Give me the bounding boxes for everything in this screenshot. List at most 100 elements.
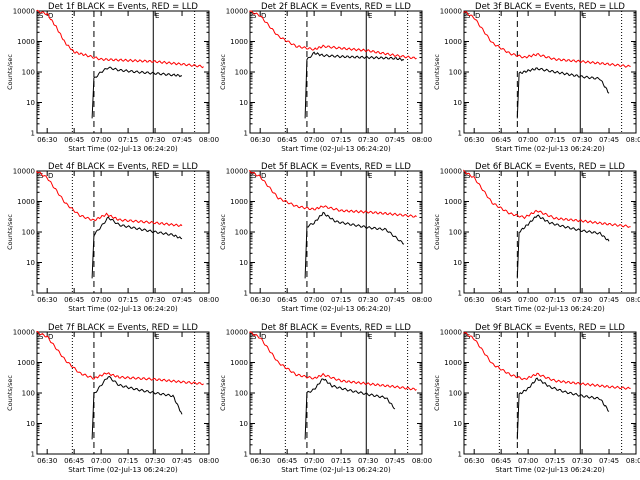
y-tick-label: 1000 (230, 38, 248, 46)
y-tick-label: 100 (22, 229, 35, 237)
x-tick-label: 06:30 (37, 457, 57, 465)
y-tick-label: 1000 (444, 359, 462, 367)
event-marker-s: S (466, 172, 471, 180)
event-marker-e: E (368, 172, 372, 180)
x-tick-label: 07:45 (385, 296, 405, 304)
y-tick-label: 10000 (226, 168, 248, 176)
lld-series-line (463, 11, 631, 68)
x-tick-label: 07:15 (118, 136, 138, 144)
x-tick-label: 06:30 (464, 296, 484, 304)
x-tick-label: 08:00 (412, 296, 432, 304)
event-marker-d: D (261, 12, 266, 20)
events-series-line (304, 378, 396, 440)
event-marker-e: E (582, 172, 586, 180)
y-tick-label: 1000 (17, 198, 35, 206)
y-tick-label: 1000 (230, 198, 248, 206)
x-tick-label: 07:45 (172, 457, 192, 465)
x-axis-label: Start Time (02-Jul-13 06:24:20) (281, 145, 391, 153)
event-marker-s: S (39, 12, 44, 20)
y-tick-label: 1000 (444, 38, 462, 46)
event-marker-e: E (582, 333, 586, 341)
event-marker-d: D (475, 12, 480, 20)
panel-title: Det 4f BLACK = Events, RED = LLD (48, 162, 198, 172)
events-series-line (91, 216, 183, 279)
y-tick-label: 10000 (440, 329, 462, 337)
y-axis-label: Counts/sec (6, 54, 14, 90)
event-marker-s: S (466, 333, 471, 341)
y-tick-label: 1 (458, 290, 462, 298)
event-marker-s: S (252, 333, 257, 341)
x-tick-label: 08:00 (412, 457, 432, 465)
y-tick-label: 1 (31, 130, 35, 138)
y-axis-label: Counts/sec (219, 375, 227, 411)
y-axis-label: Counts/sec (219, 54, 227, 90)
y-tick-label: 100 (235, 390, 248, 398)
x-tick-label: 07:15 (331, 296, 351, 304)
y-tick-label: 1 (244, 451, 248, 459)
x-tick-label: 07:15 (118, 457, 138, 465)
x-tick-label: 08:00 (199, 457, 219, 465)
y-tick-label: 10000 (440, 8, 462, 16)
x-axis-label: Start Time (02-Jul-13 06:24:20) (495, 466, 605, 474)
lld-series-line (248, 170, 417, 218)
x-tick-label: 07:00 (91, 296, 111, 304)
y-tick-label: 10 (453, 99, 462, 107)
plot-frame (36, 10, 210, 134)
x-axis-label: Start Time (02-Jul-13 06:24:20) (495, 305, 605, 313)
x-tick-label: 08:00 (626, 296, 640, 304)
y-tick-label: 100 (449, 69, 462, 77)
x-tick-label: 07:15 (118, 296, 138, 304)
event-marker-e: E (155, 172, 159, 180)
y-tick-label: 10000 (440, 168, 462, 176)
lld-series-line (36, 9, 204, 69)
y-tick-label: 10 (26, 259, 35, 267)
y-tick-label: 10 (26, 99, 35, 107)
x-tick-label: 06:30 (464, 136, 484, 144)
x-tick-label: 07:00 (91, 457, 111, 465)
event-marker-d: D (475, 172, 480, 180)
detector-panel: Det 6f BLACK = Events, RED = LLD 1 10 100 10… (433, 162, 640, 313)
x-tick-label: 07:15 (545, 457, 565, 465)
x-tick-label: 07:15 (545, 136, 565, 144)
x-tick-label: 06:45 (64, 296, 84, 304)
y-tick-label: 1 (458, 451, 462, 459)
y-tick-label: 100 (22, 69, 35, 77)
y-axis-label: Counts/sec (6, 375, 14, 411)
plot-frame (249, 170, 423, 294)
lld-series-line (463, 331, 631, 390)
lld-series-line (36, 170, 183, 228)
y-tick-label: 10 (239, 259, 248, 267)
detector-panel: Det 9f BLACK = Events, RED = LLD 1 10 100 10… (433, 323, 640, 474)
x-tick-label: 07:30 (572, 136, 592, 144)
y-tick-label: 1000 (230, 359, 248, 367)
x-tick-label: 07:45 (172, 296, 192, 304)
y-tick-label: 1 (31, 451, 35, 459)
plot-frame (249, 331, 423, 455)
x-tick-label: 07:00 (518, 457, 538, 465)
panel-title: Det 3f BLACK = Events, RED = LLD (475, 2, 625, 12)
lld-series-line (249, 331, 417, 391)
x-axis-label: Start Time (02-Jul-13 06:24:20) (281, 466, 391, 474)
x-tick-label: 07:30 (358, 296, 378, 304)
event-marker-s: S (39, 172, 44, 180)
x-tick-label: 06:45 (491, 457, 511, 465)
x-axis-label: Start Time (02-Jul-13 06:24:20) (68, 466, 178, 474)
lld-series-line (249, 10, 417, 60)
x-tick-label: 07:45 (599, 136, 619, 144)
y-tick-label: 1000 (17, 38, 35, 46)
x-tick-label: 07:30 (145, 136, 165, 144)
event-marker-s: S (466, 12, 471, 20)
events-series-line (516, 377, 610, 440)
x-tick-label: 06:45 (277, 296, 297, 304)
x-tick-label: 07:00 (304, 296, 324, 304)
y-axis-label: Counts/sec (433, 375, 441, 411)
event-marker-e: E (368, 333, 372, 341)
y-tick-label: 100 (22, 390, 35, 398)
event-marker-d: D (475, 333, 480, 341)
panel-title: Det 5f BLACK = Events, RED = LLD (261, 162, 411, 172)
y-axis-label: Counts/sec (433, 214, 441, 250)
y-tick-label: 10 (26, 420, 35, 428)
y-axis-label: Counts/sec (433, 54, 441, 90)
event-marker-d: D (261, 333, 266, 341)
x-tick-label: 07:00 (518, 296, 538, 304)
